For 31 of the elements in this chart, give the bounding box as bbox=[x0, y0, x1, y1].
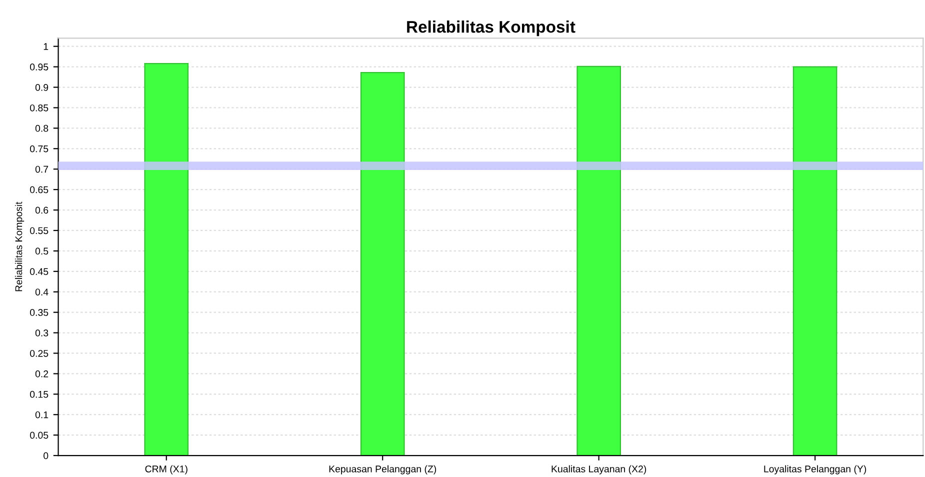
y-tick-label: 0.95 bbox=[30, 64, 48, 70]
y-tick-label: 0.05 bbox=[30, 432, 48, 439]
y-tick-label: 0.55 bbox=[30, 227, 48, 234]
y-axis-title: Reliabilitas Komposit bbox=[15, 202, 24, 292]
y-tick-label: 1 bbox=[44, 43, 48, 50]
x-tick-label: Kepuasan Pelanggan (Z) bbox=[329, 465, 436, 474]
bar bbox=[144, 62, 189, 456]
y-tick-label: 0.9 bbox=[35, 84, 48, 91]
y-tick-label: 0.3 bbox=[35, 330, 48, 336]
bar bbox=[360, 72, 405, 456]
y-tick-label: 0.6 bbox=[35, 206, 48, 214]
x-tick-label: Loyalitas Pelanggan (Y) bbox=[764, 465, 866, 474]
x-tick-label: Kualitas Layanan (X2) bbox=[552, 465, 646, 474]
y-tick-label: 0.15 bbox=[30, 390, 48, 398]
y-tick-label: 0.85 bbox=[30, 104, 48, 112]
y-tick-label: 0.1 bbox=[35, 411, 48, 418]
bar bbox=[576, 66, 621, 456]
chart-title: Reliabilitas Komposit bbox=[407, 20, 576, 36]
bar bbox=[792, 66, 838, 456]
y-tick-label: 0.35 bbox=[30, 309, 48, 316]
y-tick-label: 0 bbox=[44, 452, 48, 460]
y-tick-label: 0.45 bbox=[30, 268, 48, 276]
x-tick-label: CRM (X1) bbox=[145, 465, 188, 474]
y-tick-label: 0.2 bbox=[35, 370, 48, 378]
y-tick-label: 0.5 bbox=[35, 248, 48, 255]
y-tick-label: 0.65 bbox=[30, 186, 48, 194]
y-tick-label: 0.4 bbox=[35, 288, 48, 296]
y-tick-label: 0.7 bbox=[35, 166, 48, 173]
y-tick-label: 0.25 bbox=[30, 350, 48, 357]
y-tick-label: 0.8 bbox=[35, 124, 48, 132]
y-tick-label: 0.75 bbox=[30, 145, 48, 152]
